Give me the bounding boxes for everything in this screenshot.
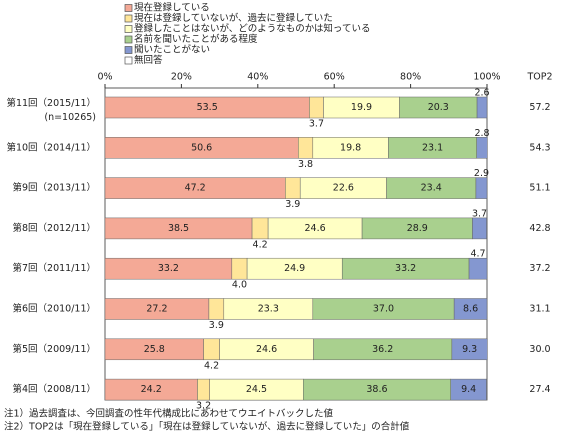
value-label: 33.2 (395, 263, 416, 274)
bar-segment (197, 378, 210, 401)
value-label: 3.9 (209, 320, 224, 331)
bar-segment (309, 96, 324, 119)
bar-segment (468, 257, 488, 280)
top2-value: 27.4 (529, 384, 550, 395)
top2-value: 31.1 (529, 304, 550, 315)
top2-value: 54.3 (529, 142, 550, 153)
value-label: 3.2 (196, 401, 211, 412)
legend-swatch (124, 14, 133, 23)
value-label: 23.1 (422, 142, 443, 153)
value-label: 3.7 (309, 119, 324, 130)
bar-segment (231, 257, 248, 280)
sample-note: (n=10265) (44, 112, 96, 123)
category-label: 第4回（2008/11） (12, 383, 96, 395)
value-label: 20.3 (428, 102, 449, 113)
legend-swatch (124, 25, 133, 33)
legend-label: 現在登録している (134, 2, 210, 14)
value-label: 3.9 (285, 199, 300, 210)
note: 注2）TOP2は「現在登録している」「現在は登録していないが、過去に登録していた… (4, 421, 410, 433)
bar-segment (475, 177, 488, 199)
value-label: 2.8 (474, 128, 489, 139)
value-label: 36.2 (372, 344, 393, 355)
value-label: 28.9 (407, 223, 428, 234)
bar-segment (251, 217, 269, 240)
bar-segment (472, 217, 487, 240)
value-label: 24.9 (284, 263, 305, 274)
value-label: 24.6 (305, 223, 326, 234)
value-label: 33.2 (158, 263, 179, 274)
category-label: 第10回（2014/11） (6, 141, 96, 153)
bar-segment (476, 137, 488, 159)
legend-label: 名前を聞いたことがある程度 (134, 33, 258, 45)
top2-value: 30.0 (529, 344, 550, 355)
value-label: 19.8 (340, 142, 361, 153)
x-tick-label: 60% (324, 72, 345, 83)
value-label: 3.7 (472, 208, 487, 219)
legend-swatch (124, 4, 133, 12)
legend-label: 登録したことはないが、どのようなものかは知っている (134, 23, 370, 35)
category-label: 第11回（2015/11） (6, 97, 96, 109)
value-label: 23.4 (421, 183, 442, 194)
value-label: 4.7 (470, 249, 485, 260)
value-label: 9.4 (461, 384, 476, 395)
x-tick-label: 100% (473, 72, 500, 83)
top2-value: 57.2 (529, 102, 550, 113)
x-tick-label: 40% (247, 72, 268, 83)
top2-header: TOP2 (526, 72, 552, 83)
bar-segment (476, 96, 488, 119)
value-label: 9.3 (462, 344, 477, 355)
bar-segment (208, 298, 225, 320)
value-label: 53.5 (197, 102, 218, 113)
x-tick-label: 20% (171, 72, 192, 83)
value-label: 4.2 (204, 360, 219, 371)
bar-segment (285, 177, 301, 199)
category-label: 第9回（2013/11） (12, 182, 96, 194)
category-label: 第6回（2010/11） (12, 303, 96, 315)
legend-swatch (124, 56, 133, 65)
legend-label: 現在は登録していないが、過去に登録していた (134, 12, 333, 24)
note: 注1）過去調査は、今回調査の性年代構成比にあわせてウエイトバックした値 (4, 408, 334, 420)
value-label: 2.9 (474, 168, 489, 179)
value-label: 25.8 (144, 344, 165, 355)
value-label: 38.6 (366, 384, 387, 395)
bar-segment (451, 338, 488, 361)
x-tick-label: 0% (97, 72, 112, 83)
bar-segment (453, 298, 488, 320)
category-label: 第5回（2009/11） (12, 343, 96, 355)
top2-value: 42.8 (529, 223, 550, 234)
bar-segment (298, 137, 314, 159)
value-label: 37.0 (373, 304, 394, 315)
value-label: 38.5 (168, 223, 189, 234)
x-tick-label: 80% (400, 72, 421, 83)
legend-label: 聞いたことがない (134, 44, 210, 56)
value-label: 19.9 (351, 102, 372, 113)
value-label: 3.8 (298, 159, 313, 170)
top2-value: 51.1 (529, 183, 550, 194)
top2-value: 37.2 (529, 263, 550, 274)
value-label: 4.2 (253, 239, 268, 250)
value-label: 8.6 (463, 304, 478, 315)
category-label: 第8回（2012/11） (12, 222, 96, 234)
value-label: 2.6 (474, 88, 489, 99)
value-label: 47.2 (185, 183, 206, 194)
value-label: 23.3 (258, 304, 279, 315)
legend-swatch (124, 35, 133, 44)
value-label: 22.6 (333, 183, 354, 194)
value-label: 24.5 (246, 384, 267, 395)
value-label: 4.0 (232, 280, 247, 291)
bar-segment (203, 338, 220, 361)
value-label: 24.6 (256, 344, 277, 355)
value-label: 27.2 (146, 304, 167, 315)
legend-swatch (124, 46, 133, 54)
value-label: 24.2 (141, 384, 162, 395)
legend-label: 無回答 (134, 54, 163, 66)
value-label: 50.6 (191, 142, 212, 153)
category-label: 第7回（2011/11） (12, 262, 96, 274)
